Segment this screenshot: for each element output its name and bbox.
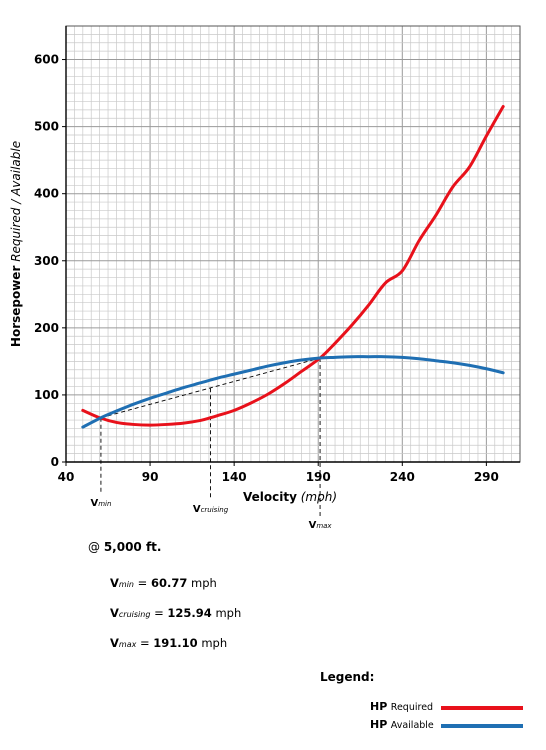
- legend-hp: HP: [370, 700, 388, 713]
- tangent-dashed-line: [100, 357, 321, 419]
- result-unit: mph: [201, 636, 228, 650]
- y-tick-label: 100: [34, 388, 59, 402]
- x-tick-label: 240: [390, 470, 415, 484]
- series-line-hp-required: [81, 104, 505, 427]
- axes: [65, 25, 521, 463]
- marker-label-vcruising: Vcruising: [193, 504, 229, 515]
- x-axis-title: Velocity (mph): [243, 490, 337, 504]
- series-line-hp-available: [81, 355, 505, 429]
- altitude-label: @ 5,000 ft.: [88, 540, 161, 554]
- result-value: 191.10: [153, 636, 198, 650]
- y-tick-label: 600: [34, 53, 59, 67]
- result-subscript: min: [118, 580, 134, 589]
- y-tick-label: 200: [34, 321, 59, 335]
- legend-swatch-required: [441, 706, 523, 710]
- drop-lines: [100, 358, 321, 516]
- result-vmax: Vmax = 191.10 mph: [110, 636, 227, 650]
- result-unit: mph: [191, 576, 217, 590]
- grid: [65, 25, 521, 463]
- y-tick-label: 400: [34, 187, 59, 201]
- result-value: 125.94: [167, 606, 212, 620]
- y-tick-label: 300: [34, 254, 59, 268]
- result-symbol: V: [110, 606, 119, 620]
- legend-item-required: HP Required: [370, 700, 433, 713]
- marker-label-vmax: Vmax: [309, 520, 333, 530]
- x-tick-label: 40: [58, 470, 75, 484]
- y-tick-label: 0: [51, 455, 59, 469]
- result-symbol: V: [110, 576, 119, 590]
- x-tick-label: 90: [142, 470, 159, 484]
- x-tick-label: 190: [306, 470, 331, 484]
- x-tick-label: 140: [222, 470, 247, 484]
- altitude-prefix: @: [88, 540, 100, 554]
- legend-swatch-available: [441, 724, 523, 728]
- result-subscript: max: [118, 640, 137, 649]
- result-symbol: V: [110, 636, 119, 650]
- altitude-value: 5,000 ft.: [103, 540, 162, 554]
- series: [81, 104, 505, 429]
- tangent-line: [100, 357, 321, 419]
- result-equals: =: [137, 576, 148, 590]
- legend-label: Required: [390, 702, 434, 713]
- y-axis-title: Horsepower Required / Available: [9, 141, 23, 347]
- result-value: 60.77: [150, 576, 188, 590]
- legend-hp: HP: [370, 718, 388, 731]
- result-vmin: Vmin = 60.77 mph: [110, 576, 217, 590]
- y-tick-label: 500: [34, 120, 59, 134]
- legend-title: Legend:: [320, 670, 375, 684]
- result-unit: mph: [215, 606, 242, 620]
- result-equals: =: [154, 606, 164, 620]
- legend-item-available: HP Available: [370, 718, 434, 731]
- result-equals: =: [140, 636, 150, 650]
- legend-label: Available: [390, 720, 434, 731]
- marker-label-vmin: Vmin: [90, 498, 111, 509]
- x-tick-label: 290: [474, 470, 499, 484]
- horsepower-chart: 40 90 140 190 240 290 0 100 200 300 400 500 600 Vmin…: [9, 25, 521, 530]
- result-subscript: cruising: [118, 610, 151, 619]
- result-vcruising: Vcruising = 125.94 mph: [110, 606, 241, 620]
- velocity-markers: Vmin Vcruising Vmax: [90, 498, 332, 530]
- tick-labels: 40 90 140 190 240 290 0 100 200 300 400 500 600: [34, 53, 499, 484]
